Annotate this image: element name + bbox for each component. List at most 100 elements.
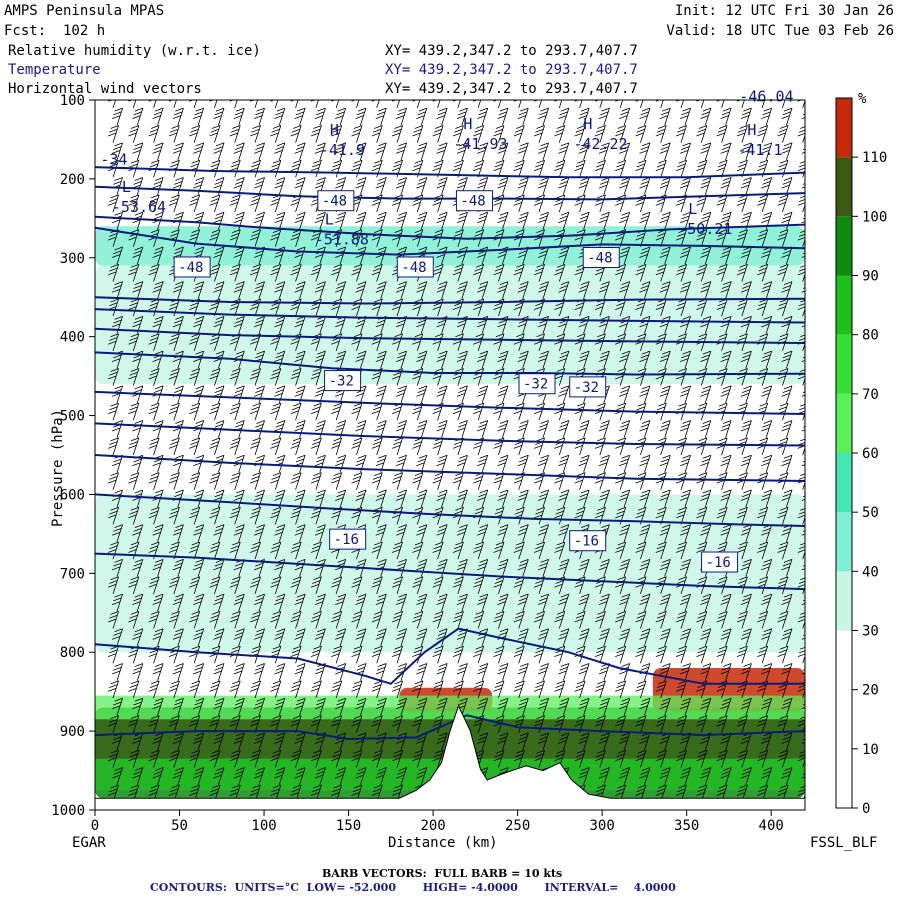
barb-shaft <box>197 385 205 404</box>
barb-flag <box>255 180 264 185</box>
barb-shaft <box>132 680 140 699</box>
barb-flag <box>195 663 204 667</box>
barb-shaft <box>238 628 245 647</box>
barb-flag <box>256 628 265 633</box>
barb-shaft <box>116 489 123 508</box>
barb-flag <box>210 580 219 584</box>
barb-flag <box>175 767 184 772</box>
barb-shaft <box>234 403 241 421</box>
wind-barb <box>294 107 306 126</box>
barb-flag <box>272 576 281 581</box>
barb-flag <box>111 566 121 571</box>
wind-barb <box>229 680 241 699</box>
barb-flag <box>171 437 180 442</box>
barb-flag <box>271 475 280 480</box>
barb-shaft <box>274 715 282 733</box>
barb-shaft <box>173 715 180 733</box>
barb-flag <box>132 497 141 501</box>
barb-flag <box>111 497 121 501</box>
barb-flag <box>195 246 204 251</box>
barb-flag <box>255 215 264 220</box>
barb-flag <box>148 653 157 658</box>
wind-barb <box>111 524 123 542</box>
barb-shaft <box>254 229 261 247</box>
wind-barb <box>193 524 205 542</box>
barb-flag <box>271 406 280 411</box>
barb-flag <box>274 254 283 258</box>
wind-barb <box>168 402 180 421</box>
barb-flag <box>255 736 264 741</box>
field-xy-wind: XY= 439.2,347.2 to 293.7,407.7 <box>385 81 638 97</box>
wind-barb <box>253 593 265 612</box>
barb-flag <box>130 506 139 511</box>
barb-flag <box>129 753 138 758</box>
barb-shaft <box>197 767 205 785</box>
wind-barb <box>213 628 225 647</box>
barb-flag <box>133 389 142 393</box>
wind-barb <box>148 749 160 768</box>
barb-flag <box>270 410 279 415</box>
barb-flag <box>153 215 163 220</box>
barb-flag <box>215 385 225 390</box>
barb-shaft <box>136 593 144 612</box>
barb-shaft <box>173 194 180 213</box>
barb-flag <box>291 510 301 515</box>
barb-flag <box>110 194 119 199</box>
barb-flag <box>274 288 283 293</box>
barb-flag <box>255 528 264 532</box>
barb-flag <box>174 528 183 532</box>
wind-barb <box>172 663 184 681</box>
barb-shaft <box>132 576 140 594</box>
barb-flag <box>170 198 179 203</box>
barb-flag <box>193 115 202 120</box>
barb-shaft <box>173 646 180 664</box>
barb-shaft <box>116 281 123 299</box>
barb-shaft <box>153 750 160 768</box>
barb-shaft <box>258 663 265 681</box>
barb-flag <box>132 115 141 120</box>
barb-flag <box>114 489 123 494</box>
wind-barb <box>193 593 205 612</box>
barb-flag <box>153 736 163 741</box>
barb-flag <box>270 167 279 172</box>
barb-shaft <box>214 403 221 421</box>
barb-flag <box>107 410 117 415</box>
barb-flag <box>113 111 122 116</box>
barb-flag <box>215 732 225 737</box>
barb-flag <box>174 285 183 289</box>
barb-flag <box>296 211 306 216</box>
wind-barb <box>233 628 245 647</box>
barb-shaft <box>295 100 299 109</box>
barb-flag <box>130 402 139 407</box>
wind-barb <box>290 472 302 490</box>
barb-flag <box>110 680 119 685</box>
wind-barb <box>290 437 302 456</box>
barb-shaft <box>153 403 160 421</box>
barb-shaft <box>238 246 245 265</box>
barb-flag <box>171 749 180 754</box>
barb-flag <box>229 479 238 484</box>
barb-flag <box>111 115 121 120</box>
barb-flag <box>130 159 139 164</box>
barb-flag <box>210 233 219 237</box>
wind-barb <box>253 697 265 716</box>
barb-flag <box>271 441 280 446</box>
barb-flag <box>230 371 240 376</box>
wind-barb <box>253 628 265 647</box>
wind-barb <box>189 100 198 109</box>
barb-flag <box>214 389 223 393</box>
barb-flag <box>270 445 279 449</box>
barb-shaft <box>238 108 245 126</box>
barb-flag <box>215 420 225 424</box>
barb-flag <box>130 194 139 199</box>
barb-flag <box>272 784 281 789</box>
wind-barb <box>107 125 119 143</box>
wind-barb <box>274 767 286 785</box>
barb-flag <box>153 597 163 602</box>
barb-flag <box>174 180 183 185</box>
wind-barb <box>168 680 180 699</box>
barb-flag <box>214 632 223 636</box>
barb-flag <box>395 91 403 94</box>
barb-shaft <box>299 420 306 438</box>
barb-flag <box>291 580 301 584</box>
